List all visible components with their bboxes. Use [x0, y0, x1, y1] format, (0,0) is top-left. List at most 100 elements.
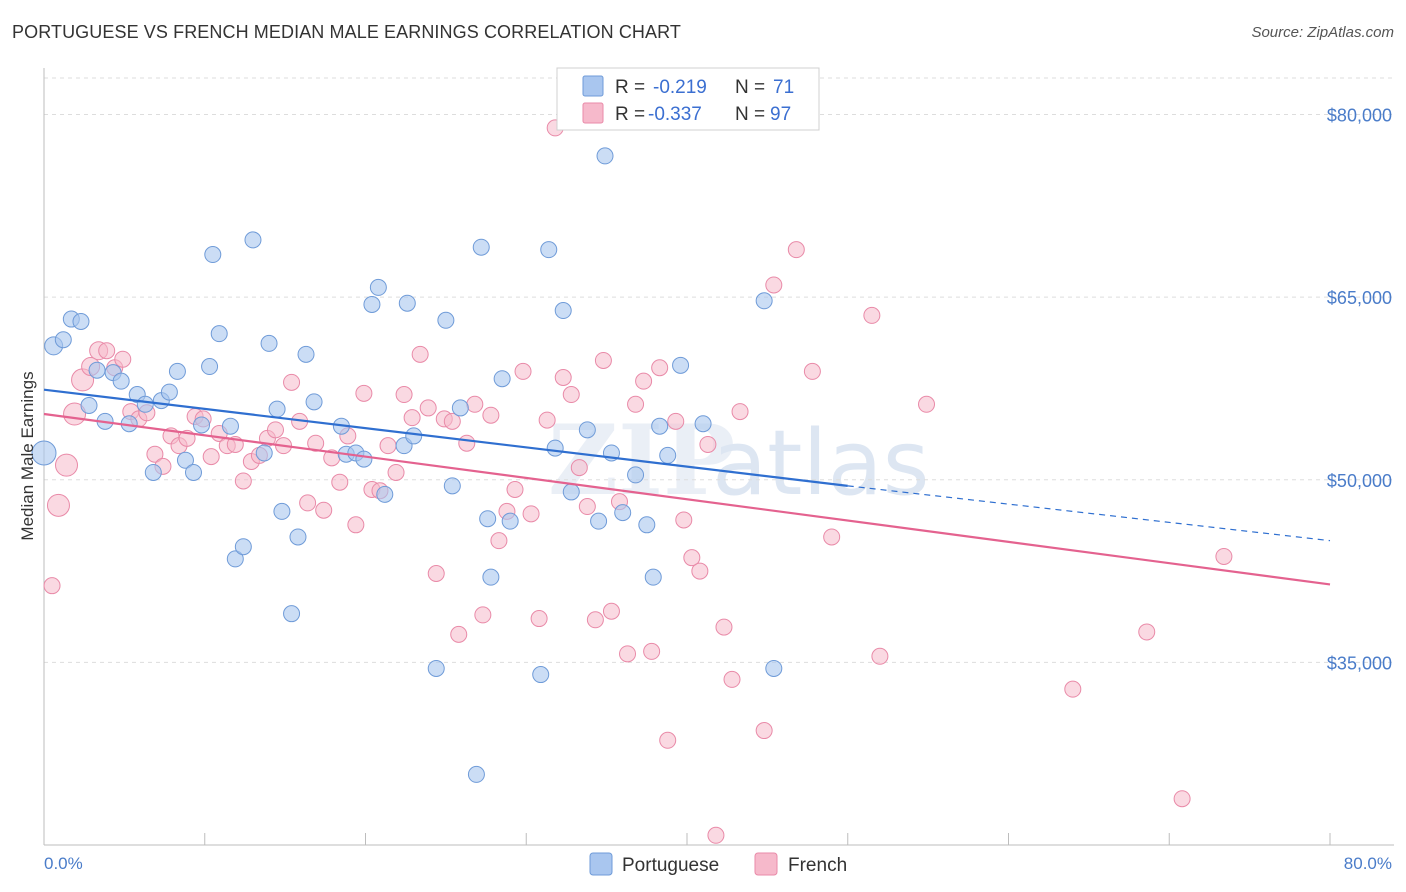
- portuguese-point: [268, 400, 286, 418]
- portuguese-point: [644, 568, 662, 586]
- portuguese-point: [54, 331, 72, 349]
- portuguese-point: [305, 393, 323, 411]
- legend-n-value-french: 97: [770, 104, 791, 125]
- french-point: [419, 399, 437, 417]
- portuguese-point: [765, 659, 783, 677]
- french-point: [490, 532, 508, 550]
- portuguese-point: [80, 396, 98, 414]
- french-point: [46, 493, 70, 517]
- portuguese-point: [482, 568, 500, 586]
- french-point: [331, 473, 349, 491]
- french-point: [114, 350, 132, 368]
- portuguese-point: [72, 312, 90, 330]
- portuguese-point: [255, 444, 273, 462]
- french-point: [234, 472, 252, 490]
- series-legend: Portuguese French: [589, 852, 847, 876]
- portuguese-point: [651, 417, 669, 435]
- french-point: [871, 647, 889, 665]
- french-point: [586, 611, 604, 629]
- portuguese-point: [659, 446, 677, 464]
- portuguese-point: [443, 477, 461, 495]
- y-axis-title: Median Male Earnings: [18, 371, 37, 540]
- french-point: [1064, 680, 1082, 698]
- french-point: [554, 368, 572, 386]
- french-point: [1173, 790, 1191, 808]
- y-tick-label: $80,000: [1327, 106, 1392, 126]
- portuguese-point: [273, 502, 291, 520]
- portuguese-point: [493, 370, 511, 388]
- portuguese-point: [221, 417, 239, 435]
- portuguese-point: [590, 512, 608, 530]
- french-point: [98, 342, 116, 360]
- portuguese-point: [176, 451, 194, 469]
- french-points: [43, 119, 1233, 844]
- french-point: [43, 577, 61, 595]
- portuguese-point: [472, 238, 490, 256]
- french-point: [823, 528, 841, 546]
- french-point: [146, 445, 164, 463]
- portuguese-point: [369, 278, 387, 296]
- portuguese-point: [355, 450, 373, 468]
- french-point: [427, 565, 445, 583]
- french-point: [411, 345, 429, 363]
- chart-title: PORTUGUESE VS FRENCH MEDIAN MALE EARNING…: [12, 22, 681, 42]
- portuguese-point: [596, 147, 614, 165]
- french-point: [691, 562, 709, 580]
- french-point: [765, 276, 783, 294]
- french-point: [619, 645, 637, 663]
- french-point: [395, 386, 413, 404]
- french-point: [731, 403, 749, 421]
- french-point: [538, 411, 556, 429]
- french-point: [355, 384, 373, 402]
- french-point: [803, 362, 821, 380]
- french-point: [514, 362, 532, 380]
- french-point: [1215, 547, 1233, 565]
- french-point: [675, 511, 693, 529]
- portuguese-point: [260, 334, 278, 352]
- portuguese-point: [289, 528, 307, 546]
- portuguese-point: [451, 399, 469, 417]
- portuguese-point: [501, 512, 519, 530]
- french-point: [723, 670, 741, 688]
- portuguese-point: [627, 466, 645, 484]
- french-point: [643, 642, 661, 660]
- portuguese-point: [479, 510, 497, 528]
- y-tick-label: $50,000: [1327, 471, 1392, 491]
- watermark: ZIP atlas: [548, 404, 930, 517]
- french-point: [482, 406, 500, 424]
- x-tick-label-min: 0.0%: [44, 854, 83, 873]
- french-point: [715, 618, 733, 636]
- french-point: [387, 463, 405, 481]
- french-point: [347, 516, 365, 534]
- legend-swatch-french: [582, 102, 604, 124]
- french-point: [651, 359, 669, 377]
- french-point: [755, 722, 773, 740]
- french-point: [506, 481, 524, 499]
- french-point: [627, 395, 645, 413]
- french-point: [1138, 623, 1156, 641]
- french-point: [458, 434, 476, 452]
- french-point: [635, 372, 653, 390]
- french-point: [403, 409, 421, 427]
- french-point: [379, 437, 397, 455]
- portuguese-point: [376, 485, 394, 503]
- french-point: [562, 386, 580, 404]
- gridlines: [44, 77, 1394, 663]
- portuguese-point: [427, 659, 445, 677]
- french-point: [530, 610, 548, 628]
- portuguese-point: [672, 356, 690, 374]
- portuguese-point: [614, 504, 632, 522]
- french-point: [307, 434, 325, 452]
- portuguese-point: [532, 666, 550, 684]
- french-point: [55, 453, 79, 477]
- legend-r-value-french: -0.337: [648, 104, 702, 125]
- y-tick-label: $35,000: [1327, 653, 1392, 673]
- portuguese-point: [31, 440, 57, 466]
- portuguese-points: [31, 147, 783, 783]
- french-point: [315, 501, 333, 519]
- portuguese-point: [204, 246, 222, 264]
- bottom-legend-swatch-portuguese: [589, 852, 613, 876]
- portuguese-point: [562, 483, 580, 501]
- portuguese-point: [244, 231, 262, 249]
- x-tick-label-max: 80.0%: [1344, 854, 1392, 873]
